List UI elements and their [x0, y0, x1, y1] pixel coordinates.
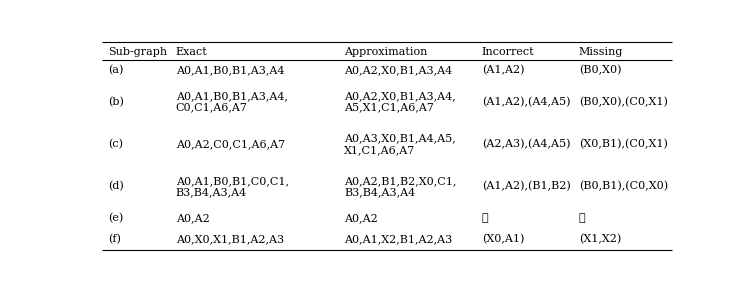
Text: (A2,A3),(A4,A5): (A2,A3),(A4,A5) [482, 139, 570, 149]
Text: A0,A2: A0,A2 [176, 213, 209, 223]
Text: (B0,X0): (B0,X0) [579, 65, 621, 76]
Text: ∅: ∅ [579, 213, 585, 223]
Text: A5,X1,C1,A6,A7: A5,X1,C1,A6,A7 [344, 103, 434, 113]
Text: A0,A3,X0,B1,A4,A5,: A0,A3,X0,B1,A4,A5, [344, 134, 456, 144]
Text: C0,C1,A6,A7: C0,C1,A6,A7 [176, 103, 248, 113]
Text: (B0,X0),(C0,X1): (B0,X0),(C0,X1) [579, 97, 667, 107]
Text: (A1,A2),(B1,B2): (A1,A2),(B1,B2) [482, 181, 571, 192]
Text: A0,X0,X1,B1,A2,A3: A0,X0,X1,B1,A2,A3 [176, 234, 284, 244]
Text: (d): (d) [108, 181, 124, 192]
Text: B3,B4,A3,A4: B3,B4,A3,A4 [344, 187, 415, 197]
Text: (a): (a) [108, 65, 124, 76]
Text: (X0,A1): (X0,A1) [482, 234, 524, 245]
Text: (b): (b) [108, 97, 125, 107]
Text: A0,A2,X0,B1,A3,A4,: A0,A2,X0,B1,A3,A4, [344, 92, 456, 102]
Text: Incorrect: Incorrect [482, 47, 535, 57]
Text: (c): (c) [108, 139, 123, 149]
Text: (X0,B1),(C0,X1): (X0,B1),(C0,X1) [579, 139, 667, 149]
Text: Exact: Exact [176, 47, 208, 57]
Text: (A1,A2),(A4,A5): (A1,A2),(A4,A5) [482, 97, 570, 107]
Text: A0,A2,X0,B1,A3,A4: A0,A2,X0,B1,A3,A4 [344, 65, 452, 75]
Text: (f): (f) [108, 234, 122, 245]
Text: ∅: ∅ [482, 213, 488, 223]
Text: X1,C1,A6,A7: X1,C1,A6,A7 [344, 145, 415, 155]
Text: A0,A1,B0,B1,A3,A4,: A0,A1,B0,B1,A3,A4, [176, 92, 288, 102]
Text: Approximation: Approximation [344, 47, 427, 57]
Text: A0,A2,B1,B2,X0,C1,: A0,A2,B1,B2,X0,C1, [344, 176, 456, 186]
Text: A0,A2,C0,C1,A6,A7: A0,A2,C0,C1,A6,A7 [176, 139, 285, 149]
Text: (X1,X2): (X1,X2) [579, 234, 621, 245]
Text: Missing: Missing [579, 47, 623, 57]
Text: B3,B4,A3,A4: B3,B4,A3,A4 [176, 187, 247, 197]
Text: A0,A1,B0,B1,A3,A4: A0,A1,B0,B1,A3,A4 [176, 65, 284, 75]
Text: (B0,B1),(C0,X0): (B0,B1),(C0,X0) [579, 181, 668, 192]
Text: Sub-graph: Sub-graph [108, 47, 168, 57]
Text: A0,A1,B0,B1,C0,C1,: A0,A1,B0,B1,C0,C1, [176, 176, 288, 186]
Text: (e): (e) [108, 213, 124, 223]
Text: A0,A1,X2,B1,A2,A3: A0,A1,X2,B1,A2,A3 [344, 234, 452, 244]
Text: (A1,A2): (A1,A2) [482, 65, 525, 76]
Text: A0,A2: A0,A2 [344, 213, 378, 223]
